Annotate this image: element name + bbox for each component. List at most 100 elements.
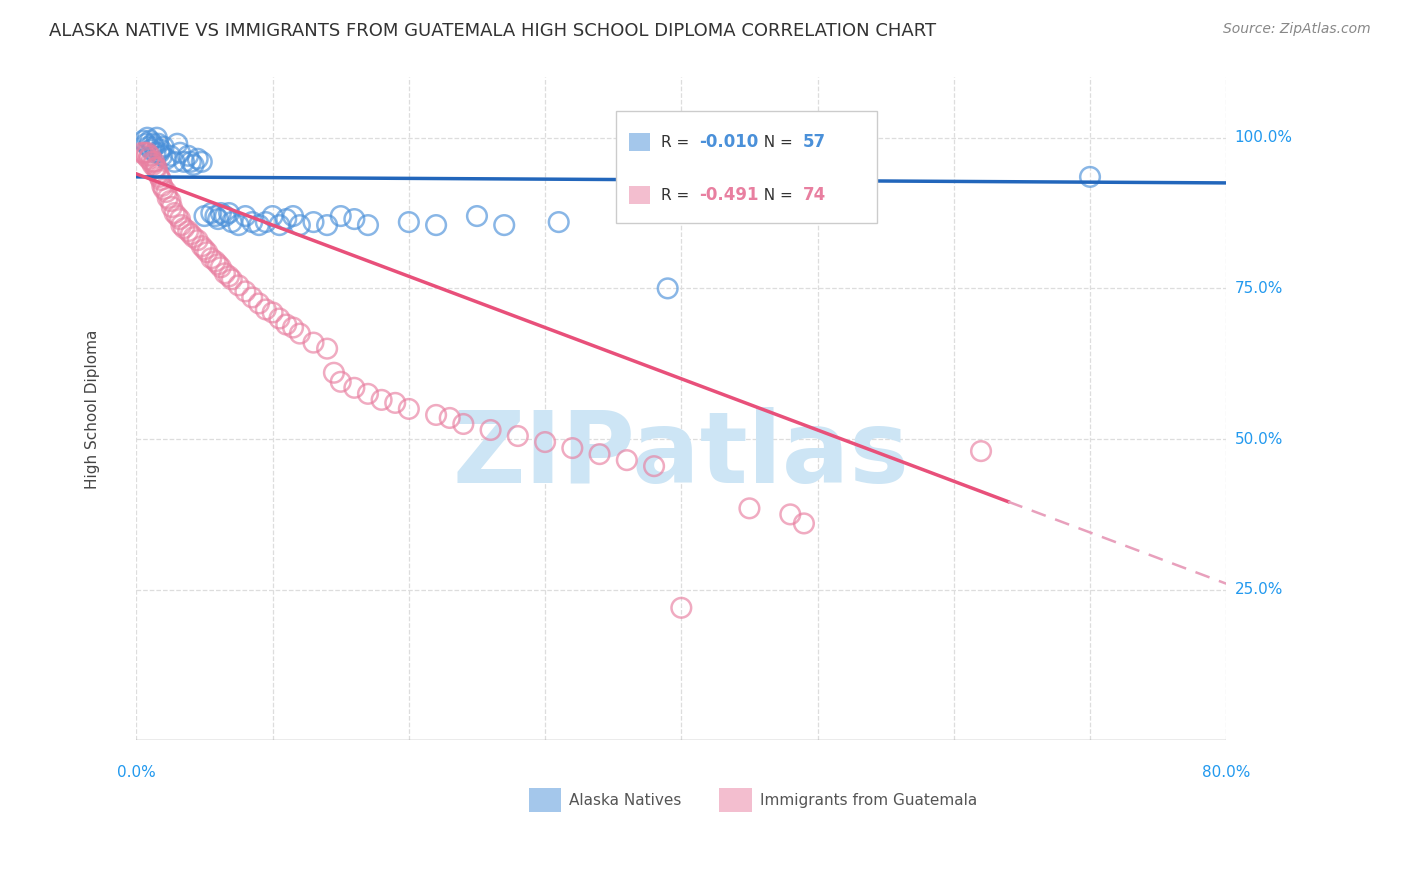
Point	[316, 218, 339, 232]
Point	[302, 215, 325, 229]
Text: 100.0%: 100.0%	[1234, 130, 1292, 145]
Point	[149, 173, 172, 187]
Text: 80.0%: 80.0%	[1202, 765, 1250, 780]
Point	[269, 311, 291, 326]
Point	[148, 169, 170, 184]
Point	[207, 257, 229, 271]
Point	[779, 508, 801, 522]
Point	[150, 149, 173, 163]
Point	[159, 194, 181, 208]
Point	[138, 140, 160, 154]
Point	[425, 218, 447, 232]
Point	[221, 272, 243, 286]
Point	[671, 600, 693, 615]
Point	[588, 447, 610, 461]
Point	[329, 209, 352, 223]
Point	[357, 387, 380, 401]
Point	[155, 152, 177, 166]
Point	[214, 209, 236, 223]
Point	[173, 221, 195, 235]
Point	[135, 149, 157, 163]
Point	[534, 435, 557, 450]
Point	[281, 320, 304, 334]
Point	[228, 278, 250, 293]
Point	[262, 209, 284, 223]
Point	[357, 218, 380, 232]
Point	[177, 224, 200, 238]
FancyBboxPatch shape	[628, 133, 651, 152]
Point	[152, 140, 174, 154]
Point	[247, 218, 270, 232]
Point	[240, 215, 263, 229]
Text: 25.0%: 25.0%	[1234, 582, 1282, 598]
Text: N =: N =	[754, 135, 797, 150]
Point	[149, 143, 172, 157]
Point	[398, 215, 420, 229]
Text: Alaska Natives: Alaska Natives	[569, 793, 682, 807]
FancyBboxPatch shape	[628, 186, 651, 204]
Point	[183, 230, 205, 244]
Point	[439, 411, 461, 425]
Point	[479, 423, 502, 437]
Point	[240, 290, 263, 304]
Text: 74: 74	[803, 186, 827, 204]
Point	[139, 134, 162, 148]
Point	[148, 145, 170, 160]
Point	[142, 158, 165, 172]
Point	[180, 227, 202, 241]
Point	[281, 209, 304, 223]
Point	[170, 218, 193, 232]
Point	[262, 305, 284, 319]
FancyBboxPatch shape	[529, 789, 561, 812]
Point	[136, 145, 159, 160]
Point	[738, 501, 761, 516]
Point	[138, 152, 160, 166]
Point	[152, 182, 174, 196]
Point	[142, 136, 165, 151]
Point	[221, 215, 243, 229]
Point	[398, 401, 420, 416]
Point	[145, 145, 167, 160]
Point	[384, 396, 406, 410]
Point	[155, 185, 177, 199]
Text: 50.0%: 50.0%	[1234, 432, 1282, 447]
Point	[276, 318, 298, 332]
Point	[1078, 169, 1101, 184]
Point	[302, 335, 325, 350]
Point	[218, 206, 240, 220]
Point	[193, 209, 215, 223]
Point	[159, 149, 181, 163]
Point	[209, 260, 232, 275]
Point	[200, 252, 222, 266]
Point	[160, 200, 183, 214]
Point	[173, 154, 195, 169]
Point	[820, 169, 842, 184]
Point	[145, 161, 167, 175]
Point	[288, 218, 311, 232]
Point	[143, 140, 166, 154]
Point	[235, 285, 257, 299]
FancyBboxPatch shape	[720, 789, 752, 812]
Point	[191, 239, 214, 253]
Point	[187, 152, 209, 166]
Text: R =: R =	[661, 187, 695, 202]
Point	[166, 136, 188, 151]
Point	[276, 212, 298, 227]
Point	[209, 206, 232, 220]
Point	[135, 136, 157, 151]
Point	[148, 167, 170, 181]
Point	[156, 191, 179, 205]
Point	[204, 209, 226, 223]
Point	[793, 516, 815, 531]
Point	[148, 136, 170, 151]
Point	[141, 143, 163, 157]
Point	[214, 266, 236, 280]
Text: -0.491: -0.491	[699, 186, 759, 204]
Text: 0.0%: 0.0%	[117, 765, 156, 780]
Text: High School Diploma: High School Diploma	[86, 329, 100, 489]
Point	[187, 233, 209, 247]
Point	[218, 269, 240, 284]
Point	[561, 441, 583, 455]
Point	[616, 453, 638, 467]
Point	[207, 212, 229, 227]
